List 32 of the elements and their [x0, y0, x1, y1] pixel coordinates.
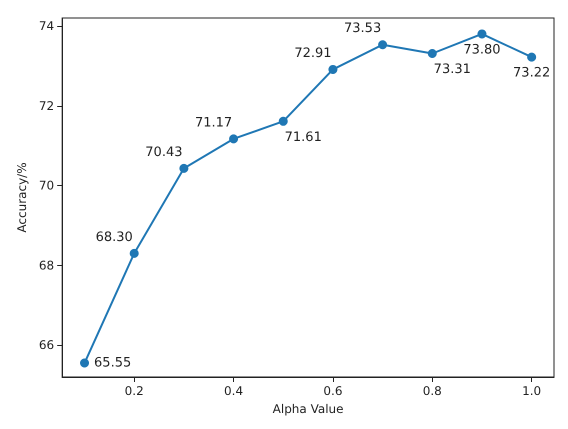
point	[229, 134, 238, 144]
point	[278, 116, 288, 126]
y-tick-label: 70	[38, 178, 54, 193]
data-label: 70.43	[145, 144, 182, 160]
x-tick-label: 1.0	[522, 384, 542, 398]
point	[80, 358, 90, 368]
data-label: 73.22	[513, 66, 550, 81]
data-label: 71.17	[194, 115, 232, 130]
y-tick-label: 74	[38, 18, 54, 33]
data-label: 68.30	[96, 230, 133, 245]
point	[527, 52, 536, 62]
data-label: 73.53	[344, 21, 382, 36]
data-label: 73.31	[434, 62, 471, 77]
y-tick-label: 66	[38, 338, 54, 352]
point	[130, 248, 139, 258]
y-axis-title: Accuracy/%	[15, 162, 29, 233]
y-tick-label: 68	[38, 258, 54, 272]
x-tick-label: 0.8	[422, 384, 442, 398]
point	[378, 40, 388, 50]
point	[179, 164, 188, 173]
data-label: 65.55	[94, 356, 132, 371]
x-tick-label: 0.4	[224, 384, 244, 398]
point	[428, 49, 437, 58]
x-tick-label: 0.6	[323, 384, 342, 398]
point	[328, 64, 338, 74]
x-tick-label: 0.2	[124, 384, 144, 398]
x-axis-title: Alpha Value	[272, 402, 344, 416]
point	[477, 29, 486, 38]
y-tick-label: 72	[38, 98, 54, 113]
data-label: 73.80	[463, 42, 501, 58]
data-label: 71.61	[284, 130, 322, 145]
data-label: 72.91	[294, 46, 332, 61]
